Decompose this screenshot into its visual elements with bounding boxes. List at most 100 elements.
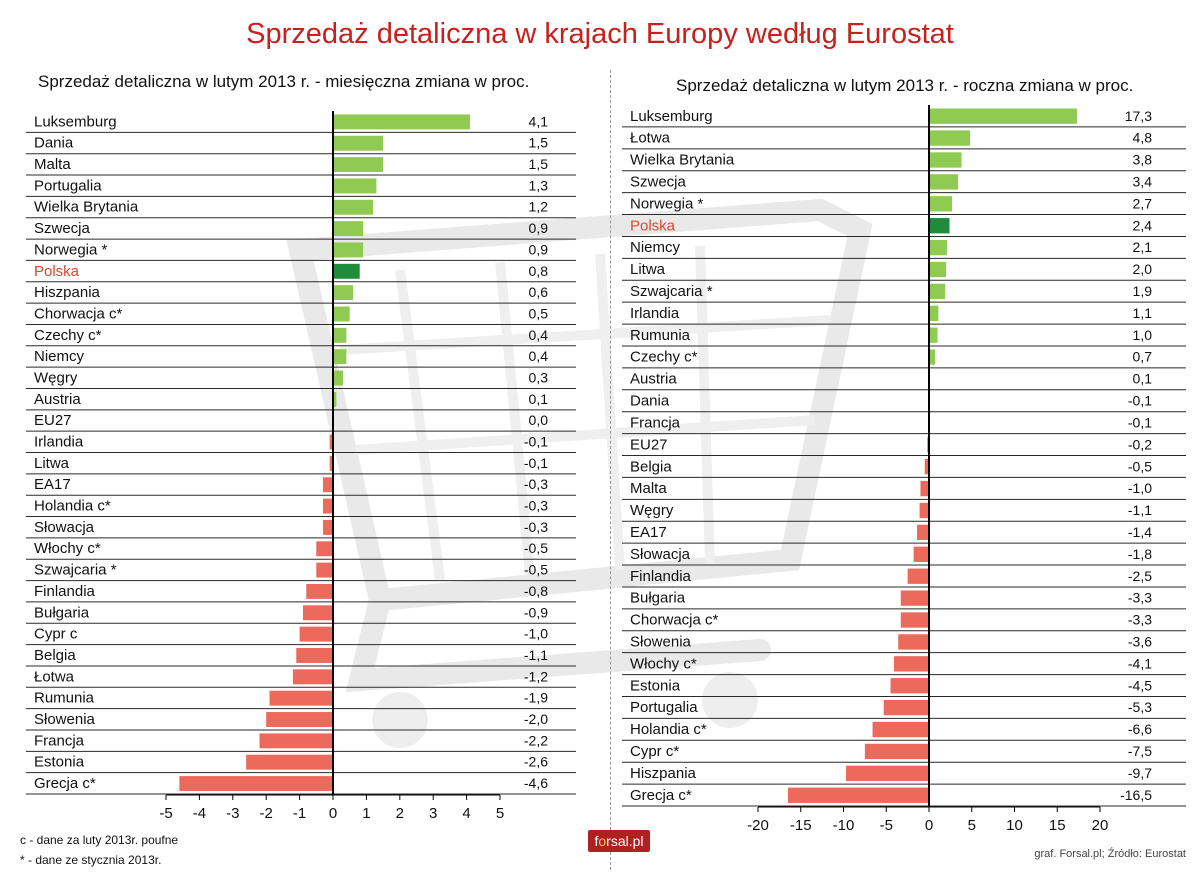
monthly-row-label: Polska bbox=[34, 263, 80, 280]
yearly-bar bbox=[929, 327, 938, 343]
yearly-value-label: 2,0 bbox=[1133, 261, 1153, 277]
monthly-value-label: -0,3 bbox=[524, 519, 548, 535]
monthly-value-label: -2,6 bbox=[524, 754, 548, 770]
yearly-value-label: 1,9 bbox=[1133, 283, 1153, 299]
yearly-bar bbox=[787, 787, 929, 803]
yearly-row-label: Belgia bbox=[630, 458, 672, 475]
monthly-row-label: Hiszpania bbox=[34, 284, 101, 301]
yearly-value-label: 17,3 bbox=[1125, 108, 1152, 124]
monthly-value-label: -1,1 bbox=[524, 647, 548, 663]
source-credit: graf. Forsal.pl; Źródło: Eurostat bbox=[1034, 848, 1186, 860]
yearly-row-label: Litwa bbox=[630, 261, 666, 278]
monthly-value-label: 0,5 bbox=[529, 305, 549, 321]
monthly-row-label: Irlandia bbox=[34, 434, 84, 451]
monthly-value-label: 0,0 bbox=[529, 412, 549, 428]
monthly-value-label: -0,1 bbox=[524, 455, 548, 471]
yearly-row-label: Francja bbox=[630, 414, 681, 431]
monthly-value-label: -0,9 bbox=[524, 604, 548, 620]
yearly-row-label: Holandia c* bbox=[630, 721, 707, 738]
yearly-bar bbox=[890, 678, 929, 694]
monthly-row-label: Luksemburg bbox=[34, 113, 117, 130]
yearly-bar bbox=[919, 502, 929, 519]
yearly-bar bbox=[924, 459, 929, 475]
monthly-bar bbox=[333, 178, 377, 194]
yearly-value-label: -7,5 bbox=[1128, 743, 1152, 759]
monthly-bar bbox=[329, 455, 333, 471]
monthly-bar bbox=[266, 712, 333, 727]
footnote-star: * - dane ze stycznia 2013r. bbox=[20, 853, 162, 867]
yearly-value-label: -16,5 bbox=[1120, 787, 1152, 803]
yearly-tick-label: -20 bbox=[747, 817, 769, 834]
yearly-row-label: Portugalia bbox=[630, 699, 698, 716]
yearly-row-label: Włochy c* bbox=[630, 655, 697, 672]
monthly-bar bbox=[333, 370, 344, 386]
monthly-bar bbox=[322, 477, 333, 493]
monthly-value-label: -4,6 bbox=[524, 775, 548, 791]
monthly-row-label: Litwa bbox=[34, 455, 70, 472]
monthly-value-label: 0,3 bbox=[529, 369, 549, 385]
monthly-row-label: EA17 bbox=[34, 476, 71, 493]
monthly-row-label: Włochy c* bbox=[34, 540, 101, 557]
yearly-tick-label: -15 bbox=[790, 817, 812, 834]
yearly-row-label: EU27 bbox=[630, 436, 668, 453]
monthly-bar bbox=[333, 349, 347, 365]
yearly-bar bbox=[846, 765, 929, 782]
monthly-value-label: -2,2 bbox=[524, 732, 548, 748]
yearly-value-label: -9,7 bbox=[1128, 765, 1152, 781]
monthly-bar bbox=[333, 199, 374, 215]
monthly-value-label: 0,4 bbox=[529, 348, 549, 364]
monthly-value-label: -0,3 bbox=[524, 476, 548, 492]
monthly-row-label: Finlandia bbox=[34, 583, 96, 600]
monthly-bar bbox=[333, 285, 354, 301]
monthly-value-label: 1,5 bbox=[529, 156, 549, 172]
logo-text-mid: o bbox=[598, 833, 607, 849]
monthly-row-label: Dania bbox=[34, 135, 74, 152]
monthly-value-label: -0,5 bbox=[524, 540, 548, 556]
yearly-bar bbox=[900, 612, 929, 628]
monthly-bar bbox=[299, 626, 333, 642]
monthly-bar bbox=[333, 114, 470, 130]
monthly-row-label: Czechy c* bbox=[34, 327, 102, 344]
monthly-tick-label: -3 bbox=[226, 805, 239, 822]
yearly-tick-label: -10 bbox=[833, 817, 855, 834]
yearly-row-label: Malta bbox=[630, 480, 667, 497]
yearly-value-label: -0,1 bbox=[1128, 393, 1152, 409]
yearly-bar bbox=[929, 174, 959, 190]
yearly-row-label: Polska bbox=[630, 217, 676, 234]
yearly-row-label: Niemcy bbox=[630, 239, 681, 256]
yearly-value-label: -0,2 bbox=[1128, 436, 1152, 452]
yearly-row-label: Norwegia * bbox=[630, 195, 704, 212]
monthly-value-label: 0,8 bbox=[529, 263, 549, 279]
monthly-tick-label: -1 bbox=[293, 805, 306, 822]
yearly-value-label: 2,1 bbox=[1133, 239, 1153, 255]
yearly-bar bbox=[920, 480, 929, 497]
monthly-bar bbox=[333, 221, 364, 237]
yearly-bar bbox=[929, 349, 935, 365]
monthly-bar bbox=[246, 754, 333, 770]
yearly-row-label: Czechy c* bbox=[630, 349, 698, 366]
forsal-logo[interactable]: forsal.pl bbox=[588, 830, 650, 852]
yearly-tick-label: 0 bbox=[925, 817, 933, 834]
yearly-tick-label: 20 bbox=[1092, 817, 1109, 834]
yearly-row-label: Szwecja bbox=[630, 173, 687, 190]
monthly-bar bbox=[333, 327, 347, 343]
monthly-bar bbox=[333, 157, 384, 173]
monthly-value-label: 1,2 bbox=[529, 199, 549, 215]
yearly-tick-label: -5 bbox=[880, 817, 893, 834]
monthly-tick-label: -2 bbox=[260, 805, 273, 822]
yearly-value-label: -3,3 bbox=[1128, 612, 1152, 628]
monthly-value-label: -0,3 bbox=[524, 498, 548, 514]
monthly-bar bbox=[316, 541, 333, 557]
yearly-row-label: Luksemburg bbox=[630, 108, 713, 125]
monthly-tick-label: 5 bbox=[496, 805, 504, 822]
monthly-value-label: 0,9 bbox=[529, 220, 549, 236]
monthly-row-label: Portugalia bbox=[34, 177, 102, 194]
yearly-row-label: Hiszpania bbox=[630, 765, 697, 782]
yearly-row-label: Austria bbox=[630, 371, 677, 388]
monthly-row-label: Chorwacja c* bbox=[34, 305, 123, 322]
yearly-value-label: -0,1 bbox=[1128, 414, 1152, 430]
monthly-row-label: Austria bbox=[34, 391, 81, 408]
yearly-value-label: -1,4 bbox=[1128, 524, 1152, 540]
yearly-bar bbox=[883, 699, 929, 716]
